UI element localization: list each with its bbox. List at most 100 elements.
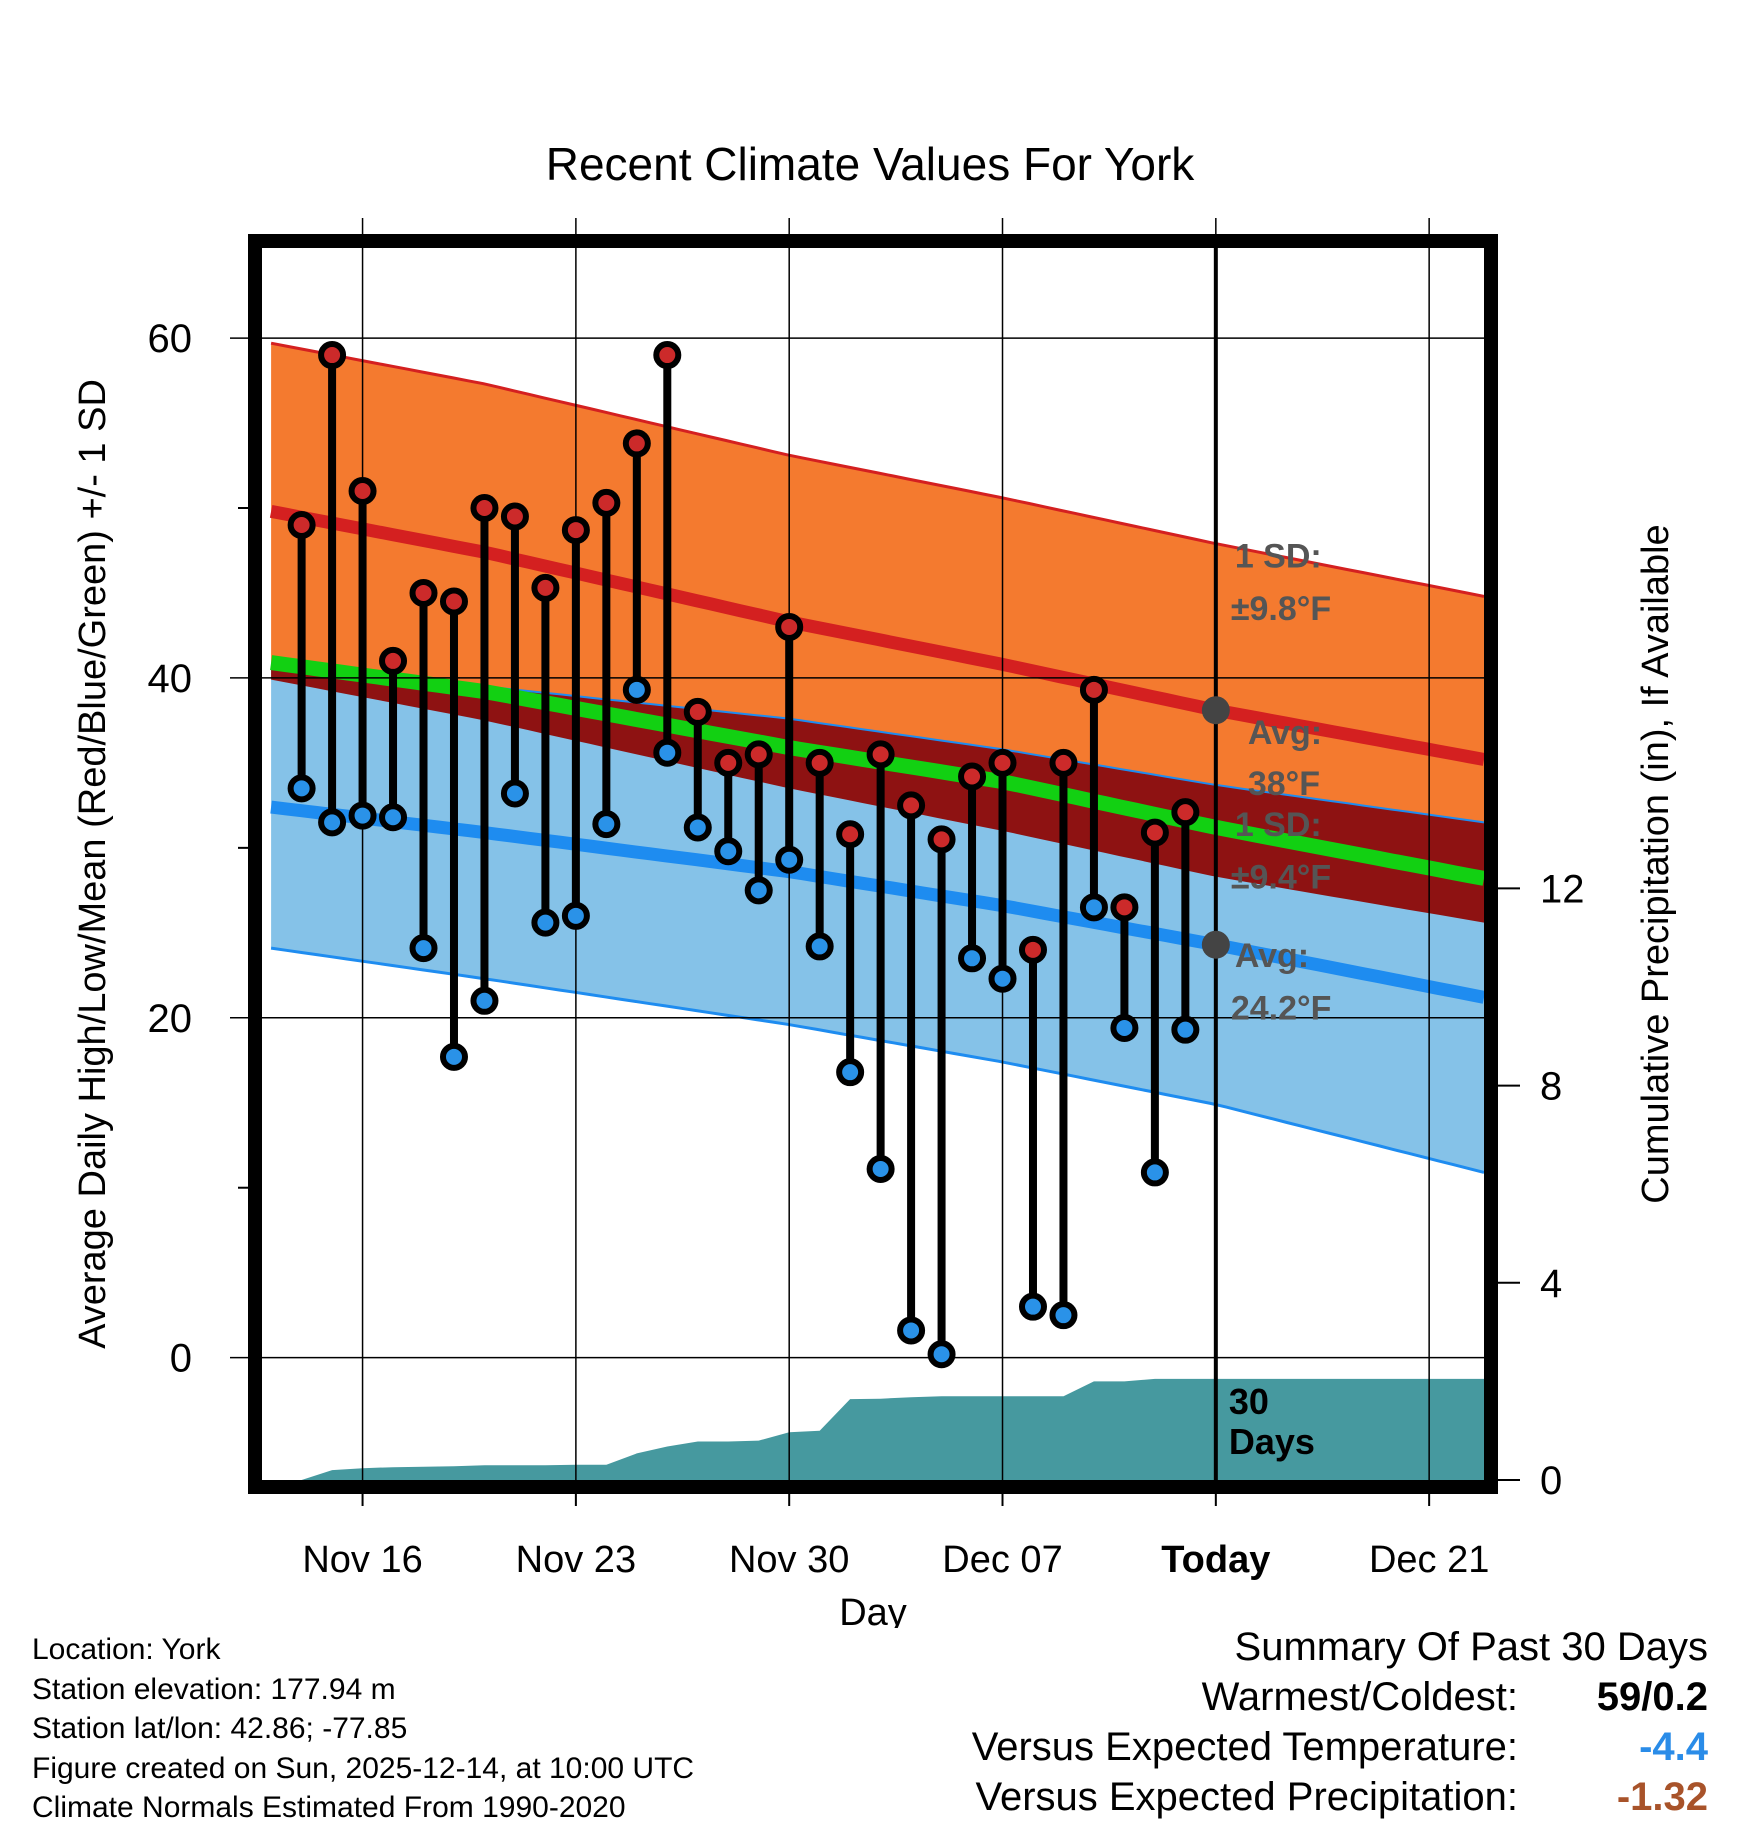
- low-point: [287, 774, 316, 803]
- high-point: [622, 429, 651, 458]
- low-point: [866, 1155, 895, 1184]
- high-avg-value: 38°F: [1248, 765, 1320, 803]
- precip-anomaly-value: -1.32: [1616, 1775, 1708, 1819]
- created-text: Figure created on Sun, 2025-12-14, at 10…: [32, 1751, 695, 1785]
- y-tick-label-right: 4: [1540, 1262, 1562, 1306]
- high-sd-label: 1 SD:: [1235, 537, 1322, 575]
- y-tick-label-right: 0: [1540, 1459, 1562, 1503]
- high-point: [500, 502, 529, 531]
- high-point: [318, 341, 347, 370]
- low-point: [897, 1316, 926, 1345]
- low-point: [683, 813, 712, 842]
- low-point: [1049, 1301, 1078, 1330]
- high-point: [1171, 798, 1200, 827]
- low-sd-label: 1 SD:: [1235, 806, 1322, 844]
- low-point: [561, 901, 590, 930]
- x-axis-label: Day: [839, 1592, 907, 1628]
- high-point: [1140, 818, 1169, 847]
- y-axis-label-right: Cumulative Precipitation (in), If Availa…: [1635, 524, 1677, 1203]
- summary-row-temperature: Versus Expected Temperature: -4.4: [808, 1722, 1708, 1772]
- summary-panel: Summary Of Past 30 Days Warmest/Coldest:…: [808, 1622, 1708, 1822]
- y-tick-label-right: 12: [1540, 867, 1585, 911]
- high-band-upper-edge: [270, 341, 1484, 598]
- low-point: [744, 876, 773, 905]
- normal-high-line: [269, 505, 1484, 766]
- high-point: [744, 740, 773, 769]
- normals-text: Climate Normals Estimated From 1990-2020: [32, 1791, 626, 1824]
- high-point: [714, 748, 743, 777]
- summary-title: Summary Of Past 30 Days: [1234, 1625, 1708, 1669]
- warmest-coldest-label: Warmest/Coldest:: [1201, 1675, 1518, 1719]
- high-point: [775, 612, 804, 641]
- high-point: [805, 748, 834, 777]
- low-point: [927, 1340, 956, 1369]
- climate-chart: Recent Climate Values For York 1 SD: ±9.8…: [72, 138, 1677, 1628]
- precip-area: [271, 1378, 1484, 1480]
- x-tick-label: Dec 21: [1369, 1539, 1489, 1581]
- low-point: [714, 837, 743, 866]
- high-point: [653, 341, 682, 370]
- low-point: [805, 932, 834, 961]
- station-info: Location: York Station elevation: 177.94…: [32, 1630, 694, 1828]
- high-point: [287, 510, 316, 539]
- high-point: [866, 740, 895, 769]
- today-low-avg-dot: [1201, 930, 1230, 959]
- y-tick-label-left: 20: [148, 997, 193, 1041]
- axes: Nov 16 Nov 23 Nov 30 Dec 07 Today Dec 2102040…: [148, 317, 1585, 1581]
- high-point: [1079, 675, 1108, 704]
- high-point: [348, 477, 377, 506]
- high-avg-label: Avg:: [1248, 714, 1322, 752]
- high-point: [561, 516, 590, 545]
- days-count-number: 30: [1229, 1381, 1269, 1422]
- low-sd-value: ±9.4°F: [1231, 859, 1331, 897]
- low-point: [622, 675, 651, 704]
- x-tick-label: Nov 30: [729, 1539, 849, 1581]
- latlon-text: Station lat/lon: 42.86; -77.85: [32, 1712, 408, 1745]
- high-point: [958, 762, 987, 791]
- low-point: [439, 1042, 468, 1071]
- plot-frame: [248, 234, 1498, 1494]
- high-point: [927, 825, 956, 854]
- days-count-word: Days: [1229, 1421, 1315, 1462]
- high-point: [897, 791, 926, 820]
- high-point: [1110, 893, 1139, 922]
- temp-anomaly-value: -4.4: [1639, 1725, 1708, 1769]
- low-point: [409, 934, 438, 963]
- precip-anomaly-label: Versus Expected Precipitation:: [975, 1775, 1518, 1819]
- high-point: [592, 488, 621, 517]
- high-point: [836, 820, 865, 849]
- high-point: [409, 578, 438, 607]
- low-point: [653, 738, 682, 767]
- low-point: [500, 779, 529, 808]
- low-point: [988, 964, 1017, 993]
- low-point: [1018, 1292, 1047, 1321]
- low-point: [348, 801, 377, 830]
- summary-row-extremes: Warmest/Coldest: 59/0.2: [808, 1672, 1708, 1722]
- summary-row-precipitation: Versus Expected Precipitation: -1.32: [808, 1772, 1708, 1822]
- high-point: [1018, 935, 1047, 964]
- warmest-coldest-value: 59/0.2: [1596, 1675, 1708, 1719]
- temp-anomaly-label: Versus Expected Temperature:: [971, 1725, 1518, 1769]
- high-point: [1049, 748, 1078, 777]
- low-point: [775, 845, 804, 874]
- low-point: [1140, 1158, 1169, 1187]
- today-high-avg-dot: [1201, 696, 1230, 725]
- y-tick-label-right: 8: [1540, 1065, 1562, 1109]
- low-point: [1110, 1013, 1139, 1042]
- high-sd-value: ±9.8°F: [1231, 590, 1331, 628]
- elevation-text: Station elevation: 177.94 m: [32, 1672, 396, 1706]
- x-tick-label: Nov 16: [302, 1539, 422, 1581]
- low-avg-value: 24.2°F: [1231, 989, 1332, 1027]
- location-text: Location: York: [32, 1633, 221, 1666]
- low-point: [1079, 893, 1108, 922]
- high-point: [379, 646, 408, 675]
- high-point: [531, 573, 560, 602]
- low-point: [592, 810, 621, 839]
- data-series: [287, 341, 1200, 1369]
- high-point: [683, 697, 712, 726]
- high-point: [439, 587, 468, 616]
- low-point: [470, 986, 499, 1015]
- low-point: [318, 808, 347, 837]
- low-point: [958, 944, 987, 973]
